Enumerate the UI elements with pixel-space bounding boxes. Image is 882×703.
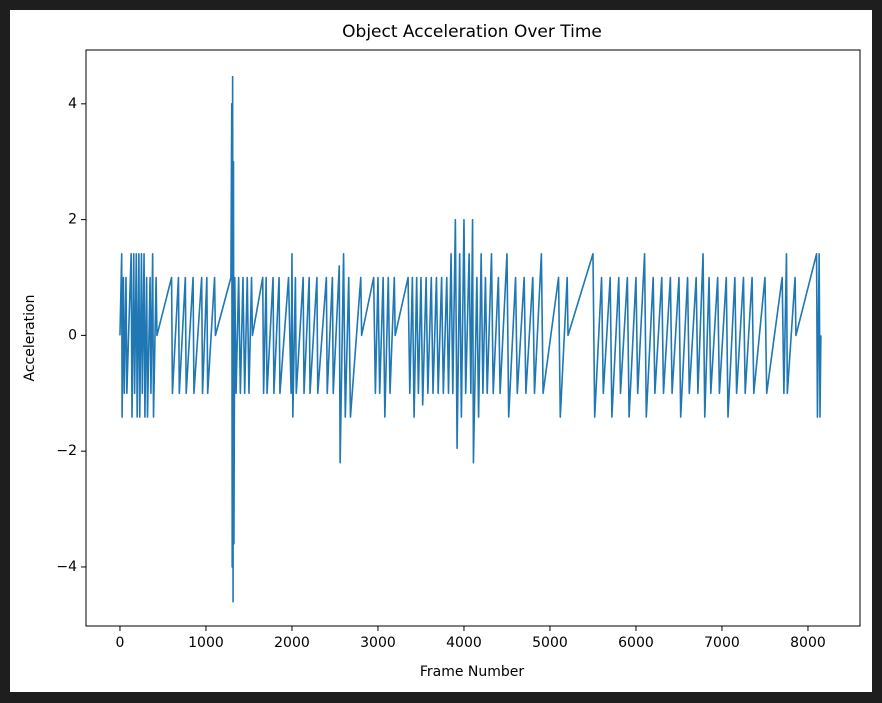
y-tick-label: 2 — [68, 212, 77, 228]
x-tick-label: 0 — [116, 635, 125, 651]
chart-title: Object Acceleration Over Time — [342, 22, 602, 42]
y-tick-label: −2 — [56, 443, 77, 459]
x-tick-label: 6000 — [618, 635, 654, 651]
y-axis-label: Acceleration — [22, 295, 38, 382]
y-tick-label: 4 — [68, 96, 77, 112]
x-tick-label: 4000 — [446, 635, 482, 651]
y-tick-label: −4 — [56, 559, 77, 575]
x-tick-label: 8000 — [790, 635, 826, 651]
x-axis-label: Frame Number — [420, 664, 525, 680]
x-tick-label: 3000 — [360, 635, 396, 651]
data-line — [119, 75, 822, 603]
x-tick-label: 2000 — [274, 635, 310, 651]
x-tick-label: 7000 — [704, 635, 740, 651]
x-tick-label: 5000 — [532, 635, 568, 651]
plot-frame — [85, 49, 861, 627]
y-tick-label: 0 — [68, 327, 77, 343]
x-tick-label: 1000 — [188, 635, 224, 651]
